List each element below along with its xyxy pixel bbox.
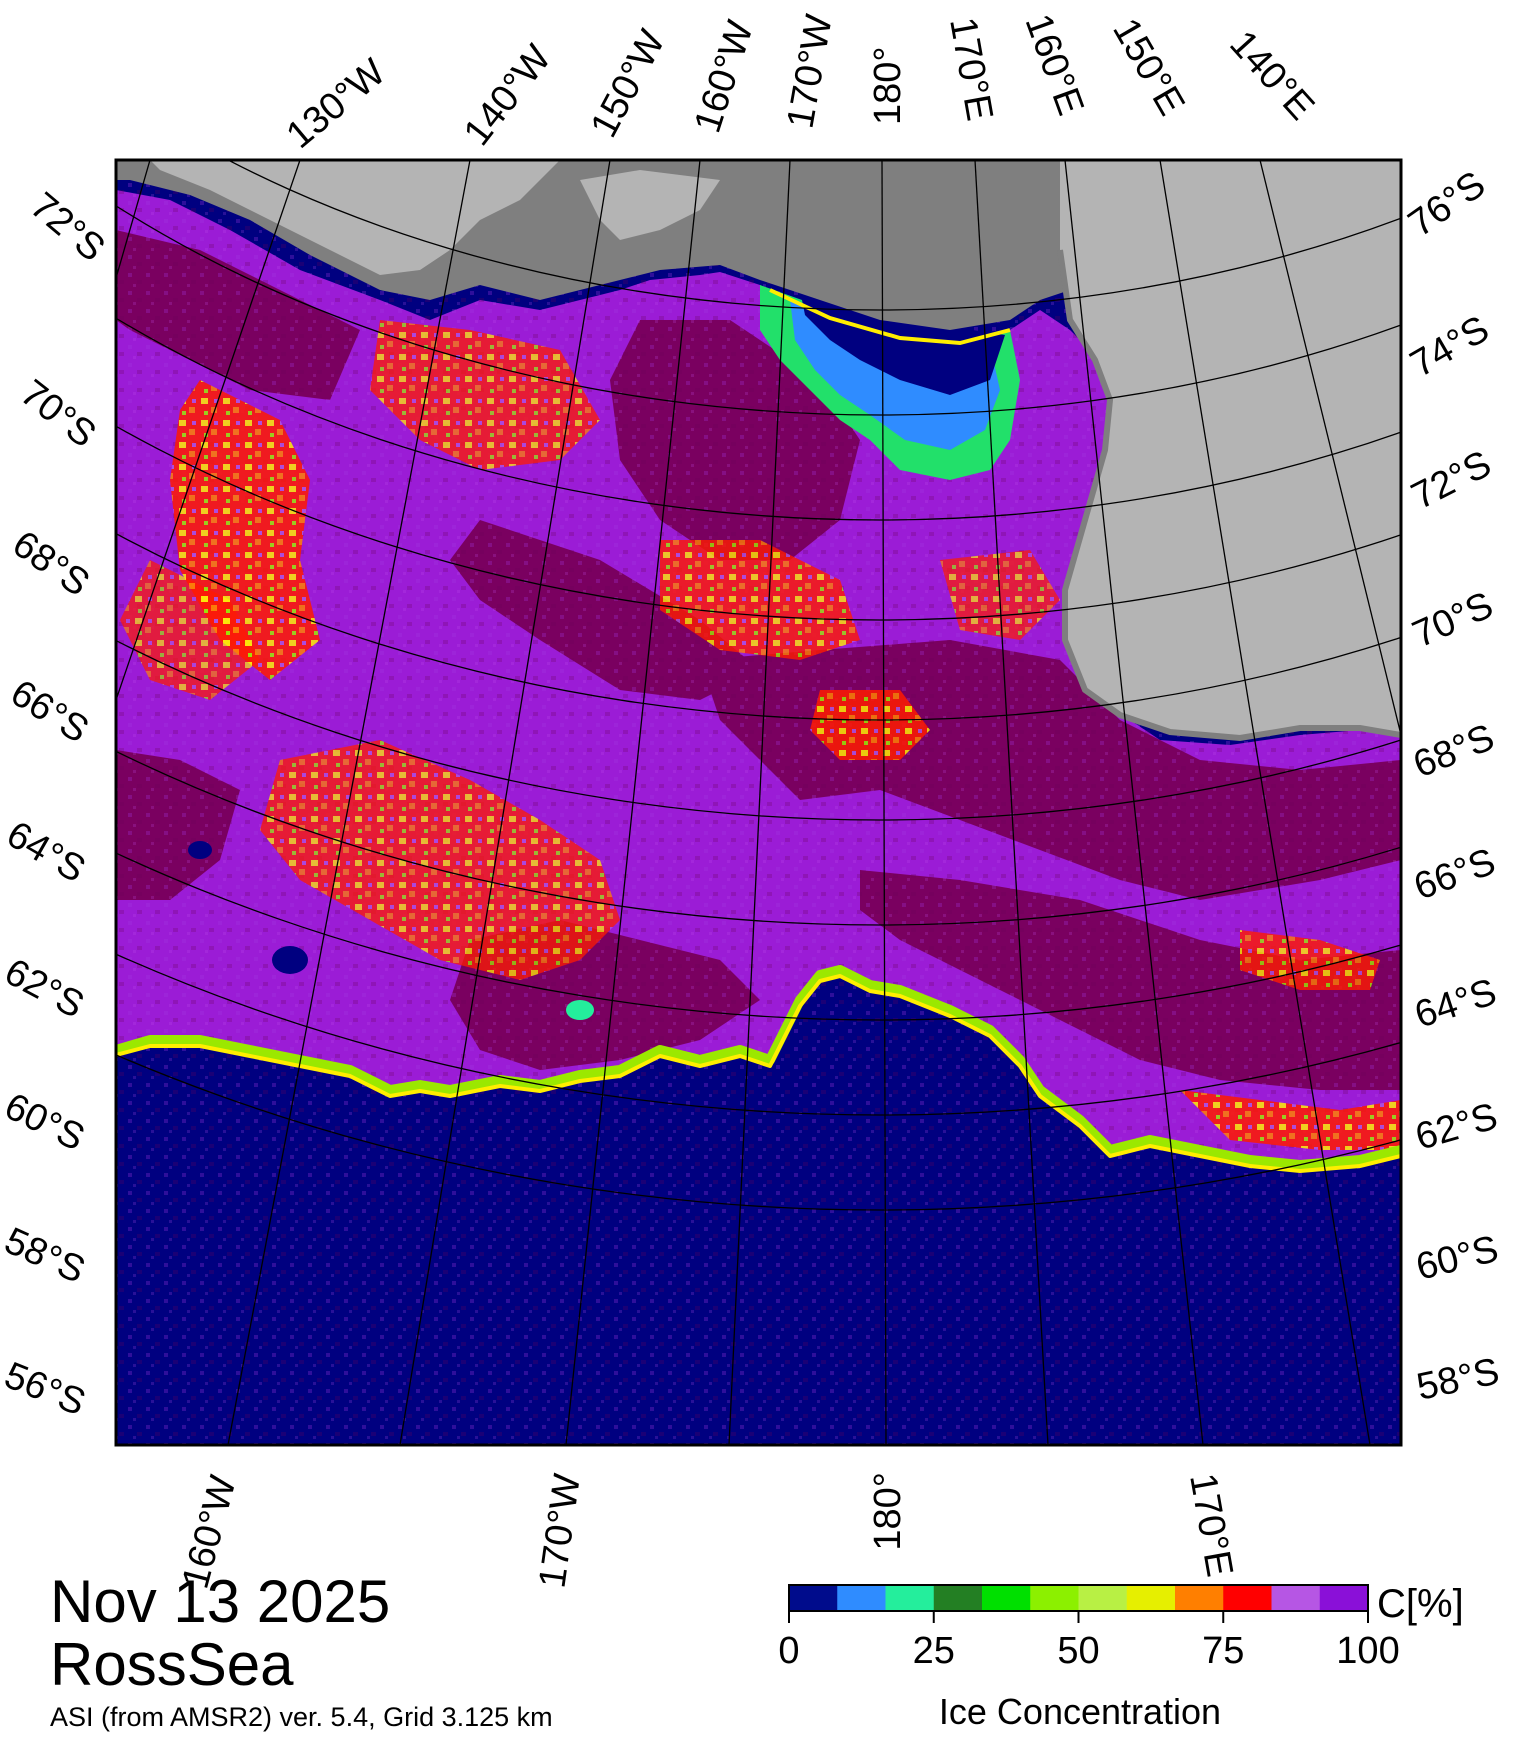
- low-concentration-zone: [120, 560, 260, 700]
- lat-label: 58°S: [0, 1220, 91, 1292]
- map-region: RossSea: [50, 1631, 294, 1698]
- lon-label: 170°E: [941, 14, 1000, 124]
- lat-label: 68°S: [1408, 716, 1501, 786]
- color-bar-segment: [1175, 1585, 1224, 1611]
- legend-ticks: 0 25 50 75 100: [778, 1611, 1400, 1672]
- lat-label: 64°S: [1410, 971, 1502, 1037]
- product-info: ASI (from AMSR2) ver. 5.4, Grid 3.125 km: [50, 1702, 553, 1732]
- color-bar-segment: [1319, 1585, 1369, 1611]
- lon-label: 170°W: [780, 11, 841, 131]
- lat-label: 64°S: [0, 813, 92, 891]
- lon-label: 140°W: [456, 37, 560, 153]
- low-concentration-zone: [1180, 1090, 1401, 1150]
- legend-tick-label: 0: [778, 1630, 799, 1672]
- lon-label: 160°E: [1017, 9, 1092, 121]
- legend-tick-label: 100: [1336, 1630, 1399, 1672]
- lon-label: 170°W: [531, 1471, 589, 1590]
- color-bar-segment: [982, 1585, 1031, 1611]
- color-bar-segment: [1126, 1585, 1176, 1611]
- color-bar-segment: [789, 1585, 838, 1611]
- lat-label: 56°S: [0, 1354, 91, 1424]
- ross-ice-shelf: [1060, 160, 1401, 738]
- ross-ice-shelf-edge: [1057, 249, 1401, 742]
- antarctic-land-light: [580, 170, 720, 240]
- lon-label: 180°: [867, 1472, 909, 1551]
- low-concentration-zone: [810, 690, 930, 760]
- color-bar-segment: [1078, 1585, 1128, 1611]
- lon-label: 140°E: [1221, 23, 1322, 128]
- map-panel: [116, 160, 1401, 1445]
- color-bar-segment: [1271, 1585, 1321, 1611]
- graticule-parallels: [116, 160, 1401, 1211]
- map-frame: [114, 158, 1403, 1447]
- color-bar-segment: [933, 1585, 983, 1611]
- color-bar-segment: [1030, 1585, 1079, 1611]
- low-concentration-zone: [660, 540, 860, 660]
- map-date: Nov 13 2025: [50, 1568, 391, 1635]
- low-concentration-zone: [370, 320, 600, 470]
- lon-label: 180°: [867, 46, 909, 125]
- lat-label: 62°S: [0, 951, 91, 1027]
- open-water-hole: [566, 1000, 594, 1020]
- color-bar-segment: [1223, 1585, 1272, 1611]
- ice-edge-outer: [116, 974, 1401, 1173]
- lat-label: 66°S: [3, 672, 95, 752]
- right-latitude-labels: 76°S 74°S 72°S 70°S 68°S 66°S 64°S 62°S …: [1401, 163, 1503, 1408]
- lat-label: 70°S: [12, 372, 103, 456]
- lon-label: 150°W: [583, 23, 674, 144]
- legend-title: Ice Concentration: [939, 1691, 1221, 1732]
- lat-label: 68°S: [5, 523, 97, 605]
- color-bar-segment: [837, 1585, 886, 1611]
- lat-label: 70°S: [1407, 584, 1500, 656]
- left-latitude-labels: 72°S 70°S 68°S 66°S 64°S 62°S 60°S 58°S …: [0, 185, 113, 1425]
- ross-polynya-open: [800, 290, 1005, 395]
- open-water-hole: [272, 946, 308, 974]
- lat-label: 60°S: [1412, 1228, 1503, 1289]
- color-bar: [788, 1584, 1369, 1612]
- top-longitude-labels: 130°W 140°W 150°W 160°W 170°W 180° 170°E…: [279, 9, 1322, 157]
- lat-label: 60°S: [0, 1085, 91, 1159]
- graticule-meridians: [116, 160, 1401, 1445]
- legend-unit: C[%]: [1377, 1582, 1464, 1626]
- open-water-hole: [188, 841, 212, 859]
- lon-label: 130°W: [279, 51, 394, 157]
- lon-label: 170°E: [1181, 1470, 1240, 1580]
- lat-label: 66°S: [1409, 841, 1501, 909]
- color-bar-segment: [885, 1585, 935, 1611]
- lat-label: 72°S: [22, 185, 112, 270]
- low-concentration-zone: [1240, 930, 1380, 990]
- legend-tick-label: 25: [913, 1630, 955, 1672]
- lat-label: 76°S: [1401, 163, 1493, 245]
- lon-label: 160°W: [687, 16, 762, 138]
- lat-label: 72°S: [1405, 443, 1498, 518]
- ice-edge: [116, 965, 1401, 1170]
- legend-tick-label: 75: [1202, 1630, 1244, 1672]
- lon-label: 150°E: [1104, 12, 1192, 123]
- lat-label: 74°S: [1404, 308, 1497, 386]
- lat-label: 62°S: [1411, 1095, 1502, 1158]
- lat-label: 58°S: [1413, 1351, 1503, 1409]
- legend-tick-label: 50: [1057, 1630, 1099, 1672]
